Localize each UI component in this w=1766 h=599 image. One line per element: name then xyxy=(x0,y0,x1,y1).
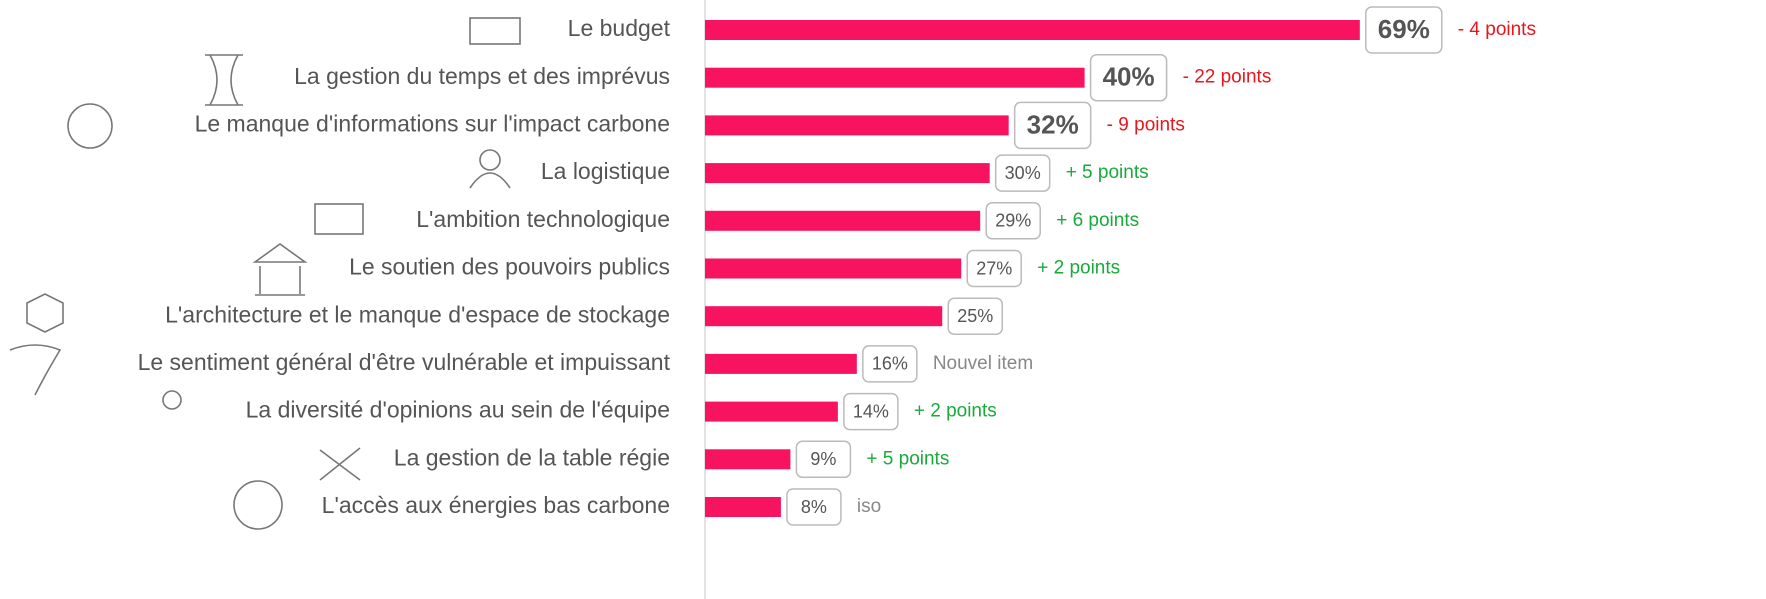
category-label: La gestion du temps et des imprévus xyxy=(294,63,670,89)
change-label: Nouvel item xyxy=(933,353,1033,374)
value-box xyxy=(862,345,918,383)
icon-cutlery xyxy=(319,447,361,481)
change-label: + 2 points xyxy=(1037,258,1120,279)
change-label: + 2 points xyxy=(914,401,997,422)
bar xyxy=(705,163,990,184)
icon-box xyxy=(26,293,64,333)
bar xyxy=(705,353,857,374)
value-label: 9% xyxy=(810,449,836,469)
icon-hourglass xyxy=(205,54,243,106)
value-box xyxy=(1013,101,1092,150)
value-label: 16% xyxy=(872,354,908,374)
value-label: 40% xyxy=(1103,62,1155,92)
icons xyxy=(9,17,521,530)
bar xyxy=(705,497,781,517)
value-label: 32% xyxy=(1027,109,1079,139)
category-label: L'accès aux énergies bas carbone xyxy=(322,492,670,518)
category-label: L'ambition technologique xyxy=(416,206,670,232)
value-box xyxy=(786,488,842,526)
category-label: Le manque d'informations sur l'impact ca… xyxy=(195,110,670,136)
icon-team xyxy=(162,390,182,410)
icon-info xyxy=(67,103,113,149)
category-label: Le sentiment général d'être vulnérable e… xyxy=(138,349,671,375)
category-label: Le budget xyxy=(568,15,671,41)
change-label: iso xyxy=(857,496,881,517)
bar xyxy=(705,449,791,470)
change-label: + 5 points xyxy=(1066,162,1149,183)
category-label: La gestion de la table régie xyxy=(394,444,670,470)
value-box xyxy=(966,249,1022,288)
bar xyxy=(705,115,1009,136)
value-label: 69% xyxy=(1378,14,1430,44)
change-label: + 6 points xyxy=(1056,210,1139,231)
icon-tornado xyxy=(9,344,62,396)
icon-money xyxy=(469,17,521,45)
icon-building xyxy=(252,243,308,296)
value-box xyxy=(1365,6,1443,54)
change-label: - 22 points xyxy=(1183,67,1272,88)
change-label: - 9 points xyxy=(1107,114,1185,135)
value-box xyxy=(843,392,899,431)
value-label: 14% xyxy=(853,401,889,421)
value-box xyxy=(947,297,1003,335)
value-box xyxy=(795,440,852,479)
change-label: - 4 points xyxy=(1458,19,1536,40)
category-label: La diversité d'opinions au sein de l'équ… xyxy=(246,397,670,423)
value-label: 8% xyxy=(801,497,827,517)
value-label: 27% xyxy=(976,258,1012,278)
icon-leaf xyxy=(233,480,283,530)
bar xyxy=(705,20,1360,40)
value-label: 29% xyxy=(995,211,1031,231)
bar xyxy=(705,258,962,279)
icon-laptop xyxy=(314,203,364,235)
category-label: La logistique xyxy=(541,158,670,184)
icon-person xyxy=(469,149,511,189)
bar xyxy=(705,210,981,231)
bar xyxy=(705,67,1085,88)
bar xyxy=(705,306,943,327)
change-label: + 5 points xyxy=(866,448,949,469)
value-box xyxy=(985,202,1041,240)
value-label: 30% xyxy=(1005,163,1041,183)
value-box xyxy=(1089,53,1168,102)
value-box xyxy=(994,154,1051,192)
value-label: 25% xyxy=(957,306,993,326)
bar xyxy=(705,401,838,422)
category-label: L'architecture et le manque d'espace de … xyxy=(165,301,670,327)
category-label: Le soutien des pouvoirs publics xyxy=(349,254,670,280)
